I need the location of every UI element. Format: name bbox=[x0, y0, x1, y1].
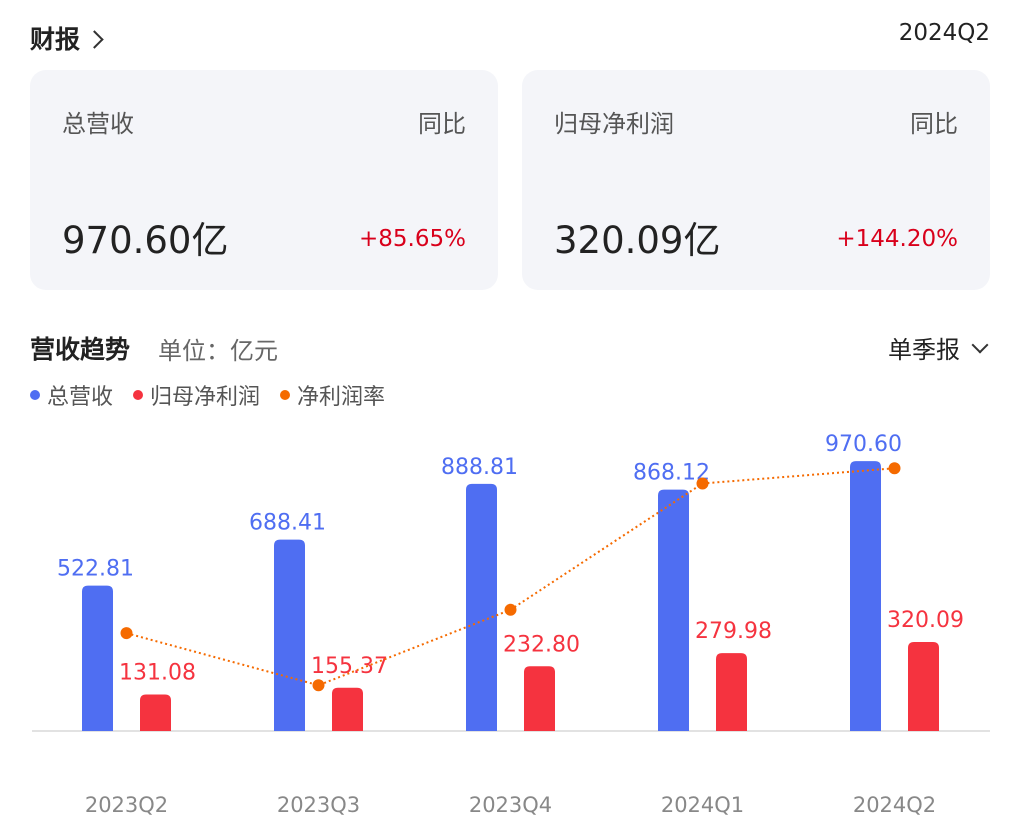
legend-dot-icon bbox=[30, 390, 40, 400]
legend-item-net-profit[interactable]: 归母净利润 bbox=[133, 379, 260, 411]
revenue-change: +85.65% bbox=[359, 226, 466, 252]
x-tick-label: 2023Q4 bbox=[469, 793, 552, 817]
legend-item-net-margin[interactable]: 净利润率 bbox=[280, 379, 385, 411]
net-margin-point[interactable] bbox=[888, 462, 901, 475]
net-profit-data-label: 131.08 bbox=[119, 661, 196, 686]
header-title: 财报 bbox=[30, 25, 81, 54]
revenue-bar[interactable] bbox=[82, 585, 113, 731]
legend-label: 总营收 bbox=[47, 385, 114, 410]
net-margin-point[interactable] bbox=[312, 679, 325, 692]
chevron-right-icon bbox=[85, 29, 104, 49]
net-profit-bar[interactable] bbox=[140, 694, 171, 731]
chart-legend: 总营收 归母净利润 净利润率 bbox=[30, 379, 405, 411]
revenue-bar[interactable] bbox=[466, 483, 497, 731]
net-profit-yoy-label: 同比 bbox=[910, 110, 958, 138]
trend-unit: 单位：亿元 bbox=[158, 337, 278, 365]
legend-label: 净利润率 bbox=[297, 385, 386, 410]
x-tick-label: 2023Q3 bbox=[277, 793, 360, 817]
frequency-dropdown[interactable]: 单季报 bbox=[888, 330, 989, 365]
trend-title: 营收趋势 bbox=[30, 335, 131, 364]
chevron-down-icon bbox=[971, 336, 989, 353]
x-tick-label: 2023Q2 bbox=[85, 793, 168, 817]
revenue-bar[interactable] bbox=[658, 489, 689, 731]
net-profit-bar[interactable] bbox=[716, 653, 747, 731]
revenue-data-label: 970.60 bbox=[825, 432, 902, 457]
net-profit-bar[interactable] bbox=[332, 687, 363, 731]
revenue-trend-chart: 522.81 131.08 2023Q2 688.41 155.37 2023Q3 888.… bbox=[32, 432, 990, 817]
net-profit-data-label: 320.09 bbox=[887, 608, 964, 633]
report-period: 2024Q2 bbox=[898, 20, 990, 46]
revenue-bar[interactable] bbox=[274, 539, 305, 731]
revenue-data-label: 888.81 bbox=[441, 455, 518, 480]
net-profit-data-label: 232.80 bbox=[503, 632, 580, 657]
revenue-card: 总营收 同比 970.60亿 +85.65% bbox=[30, 70, 498, 290]
revenue-data-label: 522.81 bbox=[57, 557, 134, 582]
net-profit-value: 320.09亿 bbox=[554, 219, 721, 262]
net-profit-label: 归母净利润 bbox=[554, 110, 674, 138]
net-margin-point[interactable] bbox=[504, 603, 517, 616]
net-profit-bar[interactable] bbox=[524, 666, 555, 731]
revenue-label: 总营收 bbox=[62, 110, 134, 138]
net-profit-data-label: 279.98 bbox=[695, 619, 772, 644]
frequency-label: 单季报 bbox=[888, 336, 960, 364]
legend-item-revenue[interactable]: 总营收 bbox=[30, 379, 113, 411]
x-tick-label: 2024Q2 bbox=[853, 793, 936, 817]
revenue-yoy-label: 同比 bbox=[418, 110, 466, 138]
revenue-data-label: 688.41 bbox=[249, 511, 326, 536]
net-profit-data-label: 155.37 bbox=[311, 654, 388, 679]
net-margin-point[interactable] bbox=[696, 477, 709, 490]
net-profit-bar[interactable] bbox=[908, 642, 939, 731]
financial-report-link[interactable]: 财报 bbox=[30, 20, 104, 56]
revenue-value: 970.60亿 bbox=[62, 219, 229, 262]
net-margin-point[interactable] bbox=[120, 627, 133, 640]
legend-dot-icon bbox=[280, 390, 291, 400]
legend-label: 归母净利润 bbox=[150, 385, 261, 410]
net-profit-card: 归母净利润 同比 320.09亿 +144.20% bbox=[522, 70, 990, 290]
revenue-bar[interactable] bbox=[850, 461, 881, 731]
x-tick-label: 2024Q1 bbox=[661, 793, 744, 817]
net-profit-change: +144.20% bbox=[836, 226, 958, 252]
legend-dot-icon bbox=[133, 390, 144, 400]
